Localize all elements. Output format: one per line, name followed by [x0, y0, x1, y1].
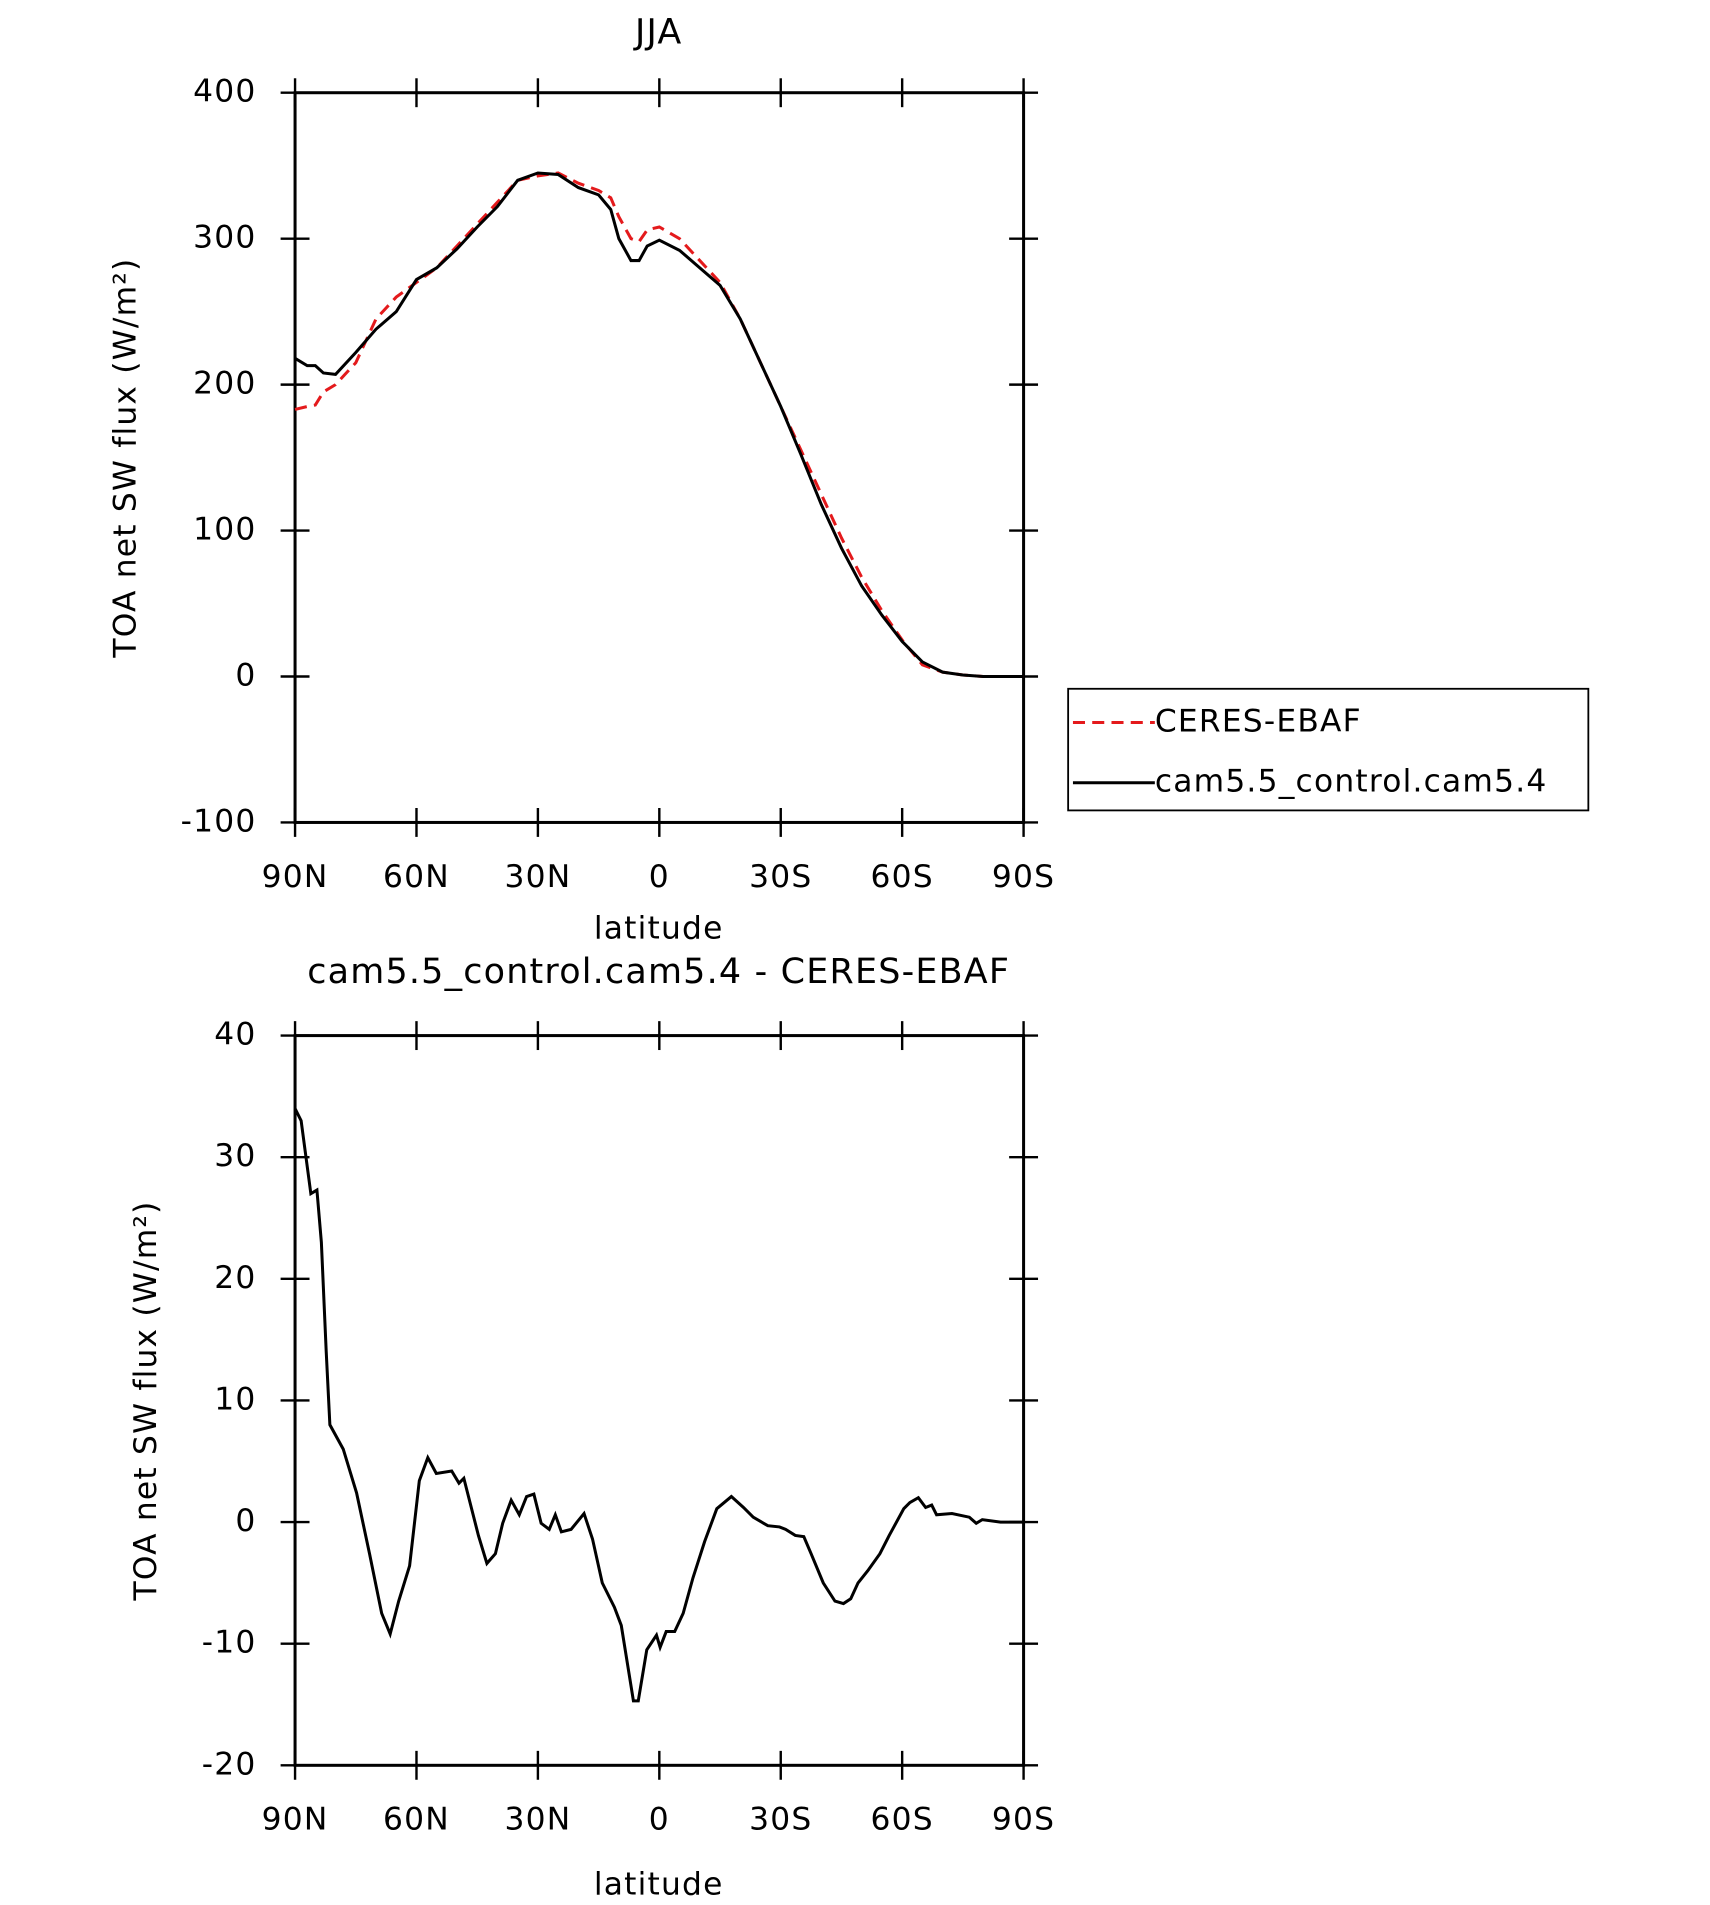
y-tick-label: 300	[193, 220, 256, 256]
x-tick-label: 30N	[504, 1802, 571, 1838]
x-tick-label: 30N	[504, 859, 571, 895]
plot-frame	[293, 91, 1026, 824]
x-axis-label: latitude	[594, 1867, 724, 1903]
y-tick-label: -20	[202, 1746, 257, 1782]
y-tick-label: 0	[235, 1503, 256, 1539]
y-tick-label: 0	[235, 658, 256, 694]
x-tick-label: 30S	[749, 859, 812, 895]
x-axis-label: latitude	[594, 911, 724, 947]
x-tick-label: 60S	[871, 1802, 934, 1838]
x-tick-label: 90S	[992, 859, 1055, 895]
legend-label: CERES-EBAF	[1155, 704, 1362, 740]
x-tick-label: 0	[649, 1802, 670, 1838]
data-line	[294, 171, 1024, 679]
x-tick-label: 90N	[262, 1802, 329, 1838]
x-tick-label: 0	[649, 859, 670, 895]
y-axis-label: TOA net SW flux (W/m²)	[107, 258, 143, 659]
x-tick-label: 90N	[262, 859, 329, 895]
y-tick-label: 200	[193, 366, 256, 402]
data-line	[294, 171, 1024, 679]
x-tick-label: 60N	[383, 1802, 450, 1838]
y-axis-label: TOA net SW flux (W/m²)	[128, 1200, 164, 1601]
y-tick-label: 100	[193, 512, 256, 548]
plot-frame	[293, 1034, 1026, 1767]
x-tick-label: 60N	[383, 859, 450, 895]
y-tick-label: 40	[214, 1017, 256, 1053]
chart-title: cam5.5_control.cam5.4 - CERES-EBAF	[307, 952, 1010, 992]
y-tick-label: -10	[202, 1625, 257, 1661]
chart-title: JJA	[633, 13, 682, 53]
y-tick-label: 20	[214, 1260, 256, 1296]
y-tick-label: 10	[214, 1381, 256, 1417]
x-tick-label: 30S	[749, 1802, 812, 1838]
legend-label: cam5.5_control.cam5.4	[1155, 764, 1548, 800]
y-tick-label: 30	[214, 1138, 256, 1174]
y-tick-label: 400	[193, 74, 256, 110]
y-tick-label: -100	[181, 803, 257, 839]
data-line	[293, 1107, 1024, 1703]
x-tick-label: 60S	[871, 859, 934, 895]
legend-box	[1067, 687, 1590, 812]
x-tick-label: 90S	[992, 1802, 1055, 1838]
